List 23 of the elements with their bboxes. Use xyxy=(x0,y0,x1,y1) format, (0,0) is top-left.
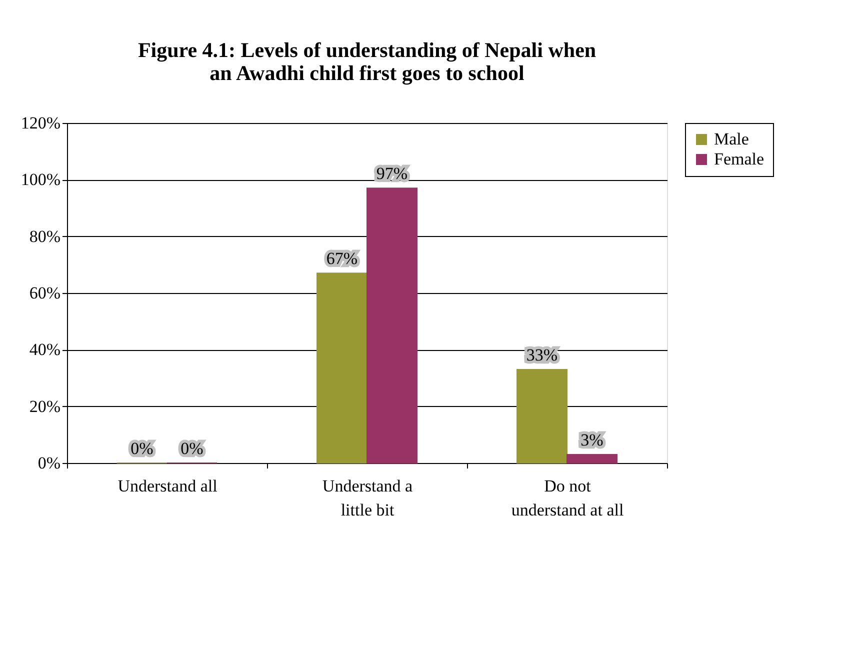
data-label: 97% xyxy=(376,164,408,184)
bar xyxy=(516,369,568,464)
x-tick-label: Do not understand at all xyxy=(511,476,624,520)
y-tick-label: 100% xyxy=(20,170,60,190)
y-tick-label: 60% xyxy=(29,284,60,302)
legend-label: Female xyxy=(714,150,764,168)
y-tick-label: 120% xyxy=(20,114,60,132)
bar xyxy=(366,188,418,464)
x-tick-label: Understand all xyxy=(118,476,218,496)
y-tick-label: 80% xyxy=(29,226,60,246)
y-tick-label: 20% xyxy=(29,396,60,416)
data-label: 67% xyxy=(326,249,358,268)
data-label: 3% xyxy=(580,430,604,450)
bar xyxy=(566,454,618,464)
bar xyxy=(316,272,368,464)
x-tick-label: Understand a little bit xyxy=(322,476,414,520)
y-tick-label: 0% xyxy=(38,454,60,472)
data-label: 33% xyxy=(526,346,558,364)
legend-label: Male xyxy=(714,130,749,148)
chart-title: Figure 4.1: Levels of understanding of Nepali when an Awadhi child first goes to school xyxy=(138,38,596,85)
y-tick-label: 40% xyxy=(29,340,60,360)
data-label: 0% xyxy=(130,439,154,458)
data-label: 0% xyxy=(180,439,204,458)
